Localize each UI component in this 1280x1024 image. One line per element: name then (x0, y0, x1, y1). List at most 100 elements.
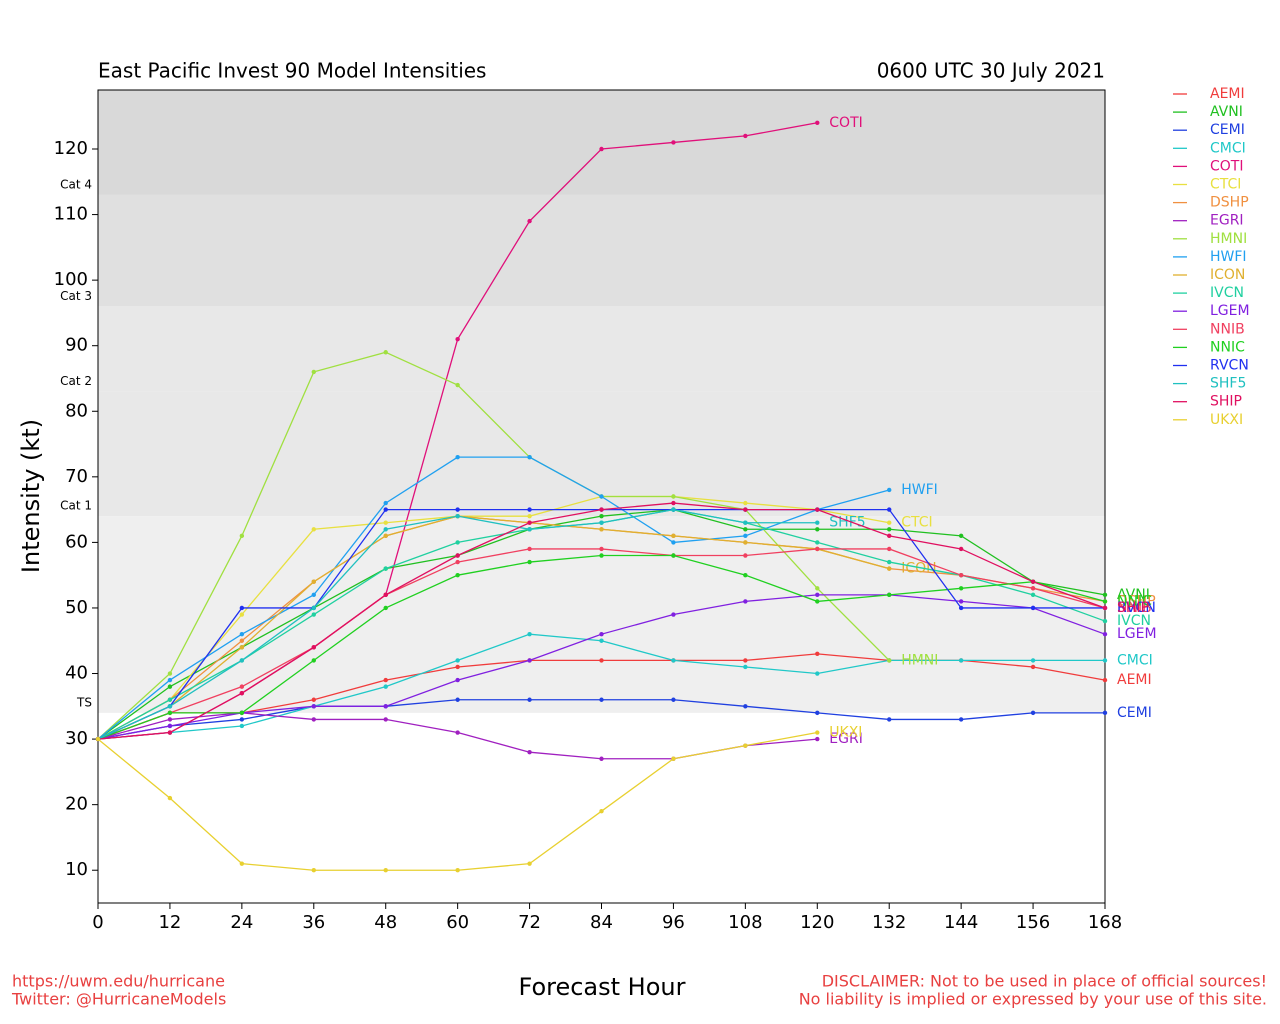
data-point (743, 533, 748, 539)
data-point (239, 533, 245, 539)
data-point (743, 599, 748, 604)
data-point (958, 533, 964, 539)
x-tick-label: 60 (446, 912, 469, 933)
legend-label: SHF5 (1210, 376, 1246, 392)
data-point (599, 520, 604, 525)
series-line (97, 495, 890, 740)
data-point (239, 710, 245, 716)
data-point (167, 697, 173, 702)
data-point (671, 658, 676, 663)
data-point (311, 612, 316, 617)
legend-label: ICON (1210, 267, 1245, 283)
data-point (958, 599, 964, 604)
end-label: SHF5 (829, 515, 865, 531)
data-point (167, 795, 173, 801)
data-point (239, 684, 245, 689)
data-point (958, 717, 964, 722)
data-point (1102, 631, 1108, 637)
x-tick-label: 36 (302, 912, 325, 933)
x-tick-label: 84 (590, 912, 613, 933)
data-point (311, 369, 316, 375)
end-label: SHIP (1117, 600, 1149, 616)
end-label: CTCI (901, 515, 932, 531)
data-point (311, 717, 316, 722)
data-point (887, 487, 892, 493)
y-tick-label: 100 (54, 269, 88, 290)
data-point (527, 559, 532, 565)
data-point (599, 756, 604, 761)
legend-label: CMCI (1210, 140, 1246, 156)
disclaimer: DISCLAIMER: Not to be used in place of o… (822, 972, 1267, 991)
data-point (383, 605, 388, 611)
data-point (1102, 658, 1108, 663)
x-tick-label: 0 (92, 912, 103, 933)
legend-label: EGRI (1210, 213, 1244, 229)
data-point (815, 546, 820, 552)
data-point (383, 566, 388, 571)
data-point (958, 572, 964, 578)
y-tick-label: 80 (65, 400, 88, 421)
series-line (97, 731, 818, 871)
data-point (527, 861, 532, 866)
data-point (815, 592, 820, 598)
data-point (311, 868, 316, 873)
data-point (527, 527, 532, 532)
data-point (455, 513, 460, 519)
x-tick-label: 72 (518, 912, 541, 933)
legend-label: AVNI (1210, 104, 1243, 120)
data-point (671, 612, 676, 617)
end-label: DSHP (1117, 593, 1156, 609)
end-label: CMCI (1117, 652, 1153, 668)
data-point (383, 704, 388, 709)
x-axis-label: Forecast Hour (519, 973, 686, 1001)
disclaimer: No liability is implied or expressed by … (799, 990, 1267, 1009)
intensity-band (98, 90, 1105, 195)
data-point (815, 120, 820, 125)
data-point (743, 743, 748, 748)
data-point (743, 500, 748, 506)
data-point (815, 599, 820, 604)
series-line (97, 456, 890, 740)
end-label: AEMI (1117, 672, 1152, 688)
data-point (671, 697, 676, 702)
data-point (887, 533, 892, 539)
end-label: AVNI (1117, 587, 1150, 603)
data-point (1030, 658, 1036, 663)
band-label: Cat 1 (60, 499, 92, 513)
plot-background (98, 90, 1105, 713)
data-point (527, 520, 532, 525)
end-label: HWFI (901, 482, 938, 498)
data-point (239, 631, 245, 637)
data-point (671, 756, 676, 761)
end-label: COTI (829, 115, 862, 131)
y-tick-label: 60 (65, 531, 88, 552)
x-tick-label: 132 (872, 912, 906, 933)
data-point (167, 684, 173, 689)
band-label: TS (76, 695, 92, 709)
data-point (527, 513, 532, 519)
end-label: NNIB (1117, 600, 1152, 616)
data-point (311, 527, 316, 532)
x-tick-label: 168 (1088, 912, 1122, 933)
data-point (1030, 710, 1036, 716)
data-point (311, 658, 316, 663)
data-point (455, 664, 460, 670)
legend-label: COTI (1210, 158, 1243, 174)
chart-subtitle: 0600 UTC 30 July 2021 (877, 59, 1105, 83)
data-point (743, 572, 748, 578)
data-point (527, 631, 532, 637)
x-tick-label: 12 (158, 912, 181, 933)
data-point (455, 658, 460, 663)
data-point (1102, 605, 1108, 611)
data-point (1030, 605, 1036, 611)
data-point (527, 546, 532, 552)
data-point (599, 631, 604, 637)
data-point (1102, 592, 1108, 598)
legend-label: NNIB (1210, 321, 1245, 337)
data-point (958, 658, 964, 663)
y-tick-label: 30 (65, 728, 88, 749)
data-point (239, 645, 245, 650)
legend-label: HMNI (1210, 231, 1247, 247)
legend-label: CTCI (1210, 177, 1241, 193)
data-point (958, 586, 964, 591)
